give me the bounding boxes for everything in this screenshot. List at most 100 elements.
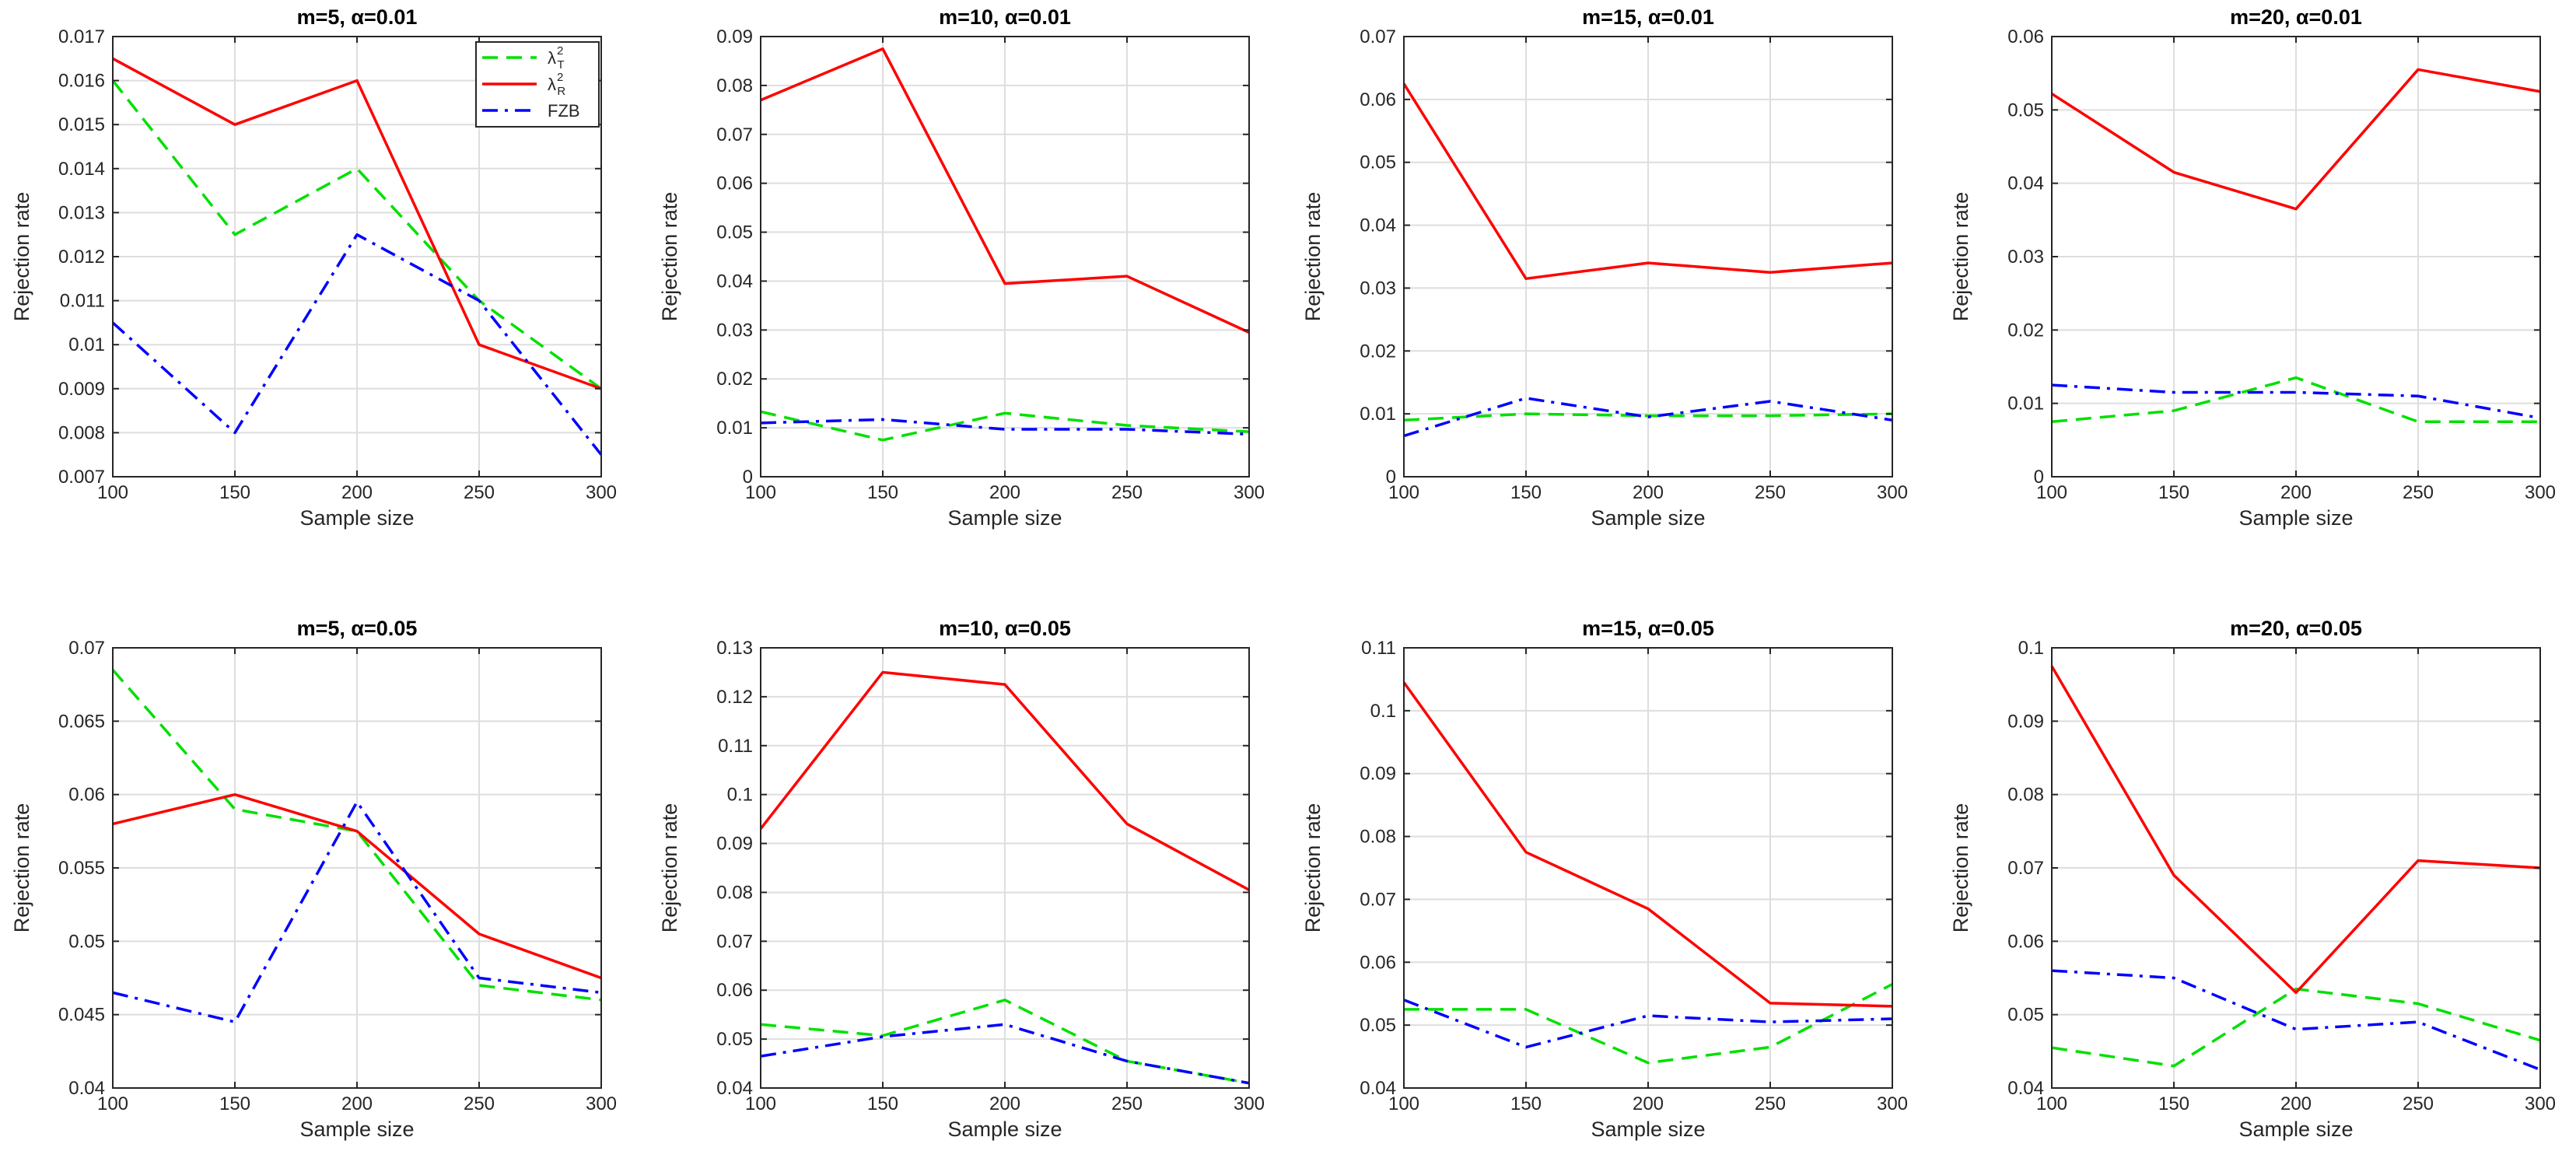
- series-line-FZB: [1403, 397, 1893, 438]
- y-tick-label: 0.03: [716, 320, 753, 341]
- x-tick-label: 300: [1877, 482, 1908, 503]
- legend-label-chi2_R: λ2 R: [548, 71, 565, 98]
- chart-5: 100 150 200 250 300 0.04 0.045 0.05 0.055 0.06 0.0…: [10, 617, 617, 1141]
- x-tick-label: 150: [2158, 1093, 2189, 1114]
- x-axis-label: Sample size: [947, 506, 1062, 530]
- y-tick-label: 0.06: [68, 785, 105, 806]
- legend-superscript: 2: [557, 71, 563, 84]
- x-tick-label: 250: [1755, 482, 1786, 503]
- y-tick-label: 0.013: [58, 202, 105, 223]
- y-tick-label: 0.12: [716, 687, 753, 708]
- x-tick-label: 250: [2403, 1093, 2434, 1114]
- x-tick-label: 150: [867, 1093, 898, 1114]
- x-tick-label: 200: [2280, 482, 2312, 503]
- x-tick-label: 300: [1234, 1093, 1265, 1114]
- x-tick-label: 200: [341, 1093, 373, 1114]
- series-line-chi2_R: [760, 47, 1250, 334]
- y-axis-label: Rejection rate: [10, 803, 33, 933]
- x-axis-label: Sample size: [2238, 1118, 2353, 1141]
- y-tick-label: 0.07: [2007, 858, 2044, 879]
- y-tick-label: 0: [1386, 467, 1396, 488]
- x-tick-label: 300: [1877, 1093, 1908, 1114]
- chart-7: 100 150 200 250 300 0.04 0.05 0.06 0.07 0.08 0.09 0…: [1301, 617, 1908, 1141]
- y-axis-label: Rejection rate: [1301, 803, 1325, 933]
- y-tick-label: 0.08: [2007, 785, 2044, 806]
- series-line-chi2_T: [760, 999, 1250, 1085]
- y-tick-label: 0.065: [58, 711, 105, 732]
- y-axis-label: Rejection rate: [1949, 192, 1972, 322]
- y-tick-label: 0.07: [716, 124, 753, 145]
- y-tick-label: 0.1: [727, 785, 753, 806]
- y-tick-label: 0.04: [716, 1078, 753, 1099]
- series-line-chi2_R: [2050, 665, 2541, 995]
- series-line-chi2_T: [2051, 987, 2541, 1068]
- y-tick-label: 0.012: [58, 247, 105, 268]
- chart-title: m=10, α=0.05: [939, 617, 1071, 640]
- chart-title: m=5, α=0.05: [297, 617, 418, 640]
- x-axis-label: Sample size: [299, 506, 414, 530]
- y-tick-label: 0.04: [68, 1078, 105, 1099]
- x-tick-label: 250: [2403, 482, 2434, 503]
- series-line-chi2_R: [112, 57, 602, 390]
- chart-title: m=5, α=0.01: [297, 5, 418, 29]
- series-line-chi2_R: [1402, 82, 1893, 281]
- chart-1: 100 150 200 250 300 0.007 0.008 0.009 0.01 0.011 0…: [10, 5, 617, 530]
- y-tick-label: 0.009: [58, 379, 105, 400]
- series-line-chi2_T: [760, 410, 1250, 442]
- y-tick-label: 0.016: [58, 71, 105, 92]
- x-tick-label: 200: [2280, 1093, 2312, 1114]
- x-axis-label: Sample size: [2238, 506, 2353, 530]
- y-tick-label: 0.017: [58, 26, 105, 47]
- x-tick-label: 150: [219, 482, 250, 503]
- x-tick-label: 100: [745, 1093, 776, 1114]
- chart-3: 100 150 200 250 300 0 0.01 0.02 0.03 0.04 0.05 0.06…: [1301, 5, 1908, 530]
- y-tick-label: 0.06: [1360, 952, 1396, 973]
- y-tick-label: 0.05: [2007, 100, 2044, 121]
- y-tick-label: 0.06: [1360, 89, 1396, 110]
- chart-6: 100 150 200 250 300 0.04 0.05 0.06 0.07 0.08 0.09 0…: [658, 617, 1265, 1141]
- legend-symbol: λ: [548, 48, 556, 68]
- x-tick-label: 200: [989, 1093, 1020, 1114]
- y-tick-label: 0.03: [1360, 278, 1396, 299]
- legend-symbol: λ: [548, 75, 556, 94]
- y-tick-label: 0.09: [716, 834, 753, 855]
- x-tick-label: 100: [97, 482, 128, 503]
- y-tick-label: 0.015: [58, 114, 105, 135]
- y-tick-label: 0.06: [2007, 931, 2044, 952]
- y-tick-label: 0.045: [58, 1005, 105, 1026]
- y-tick-label: 0.06: [716, 980, 753, 1001]
- y-tick-label: 0.008: [58, 422, 105, 443]
- x-tick-label: 100: [1388, 1093, 1419, 1114]
- x-tick-label: 150: [867, 482, 898, 503]
- x-tick-label: 200: [1633, 482, 1664, 503]
- chart-4: 100 150 200 250 300 0 0.01 0.02 0.03 0.04 0.05 0.06…: [1949, 5, 2556, 530]
- x-axis-label: Sample size: [1591, 1118, 1705, 1141]
- series-line-chi2_R: [1402, 681, 1893, 1008]
- x-tick-label: 300: [2525, 1093, 2556, 1114]
- y-tick-label: 0.011: [60, 291, 105, 312]
- x-tick-label: 300: [586, 482, 617, 503]
- y-tick-label: 0.02: [1360, 341, 1396, 362]
- y-tick-label: 0.01: [68, 334, 105, 355]
- x-tick-label: 300: [1234, 482, 1265, 503]
- y-tick-label: 0.05: [1360, 152, 1396, 173]
- y-tick-label: 0.08: [1360, 827, 1396, 848]
- y-tick-label: 0.06: [716, 173, 753, 194]
- y-axis-label: Rejection rate: [1949, 803, 1972, 933]
- y-tick-label: 0.05: [1360, 1015, 1396, 1036]
- series-line-chi2_R: [2051, 68, 2541, 211]
- chart-8: 100 150 200 250 300 0.04 0.05 0.06 0.07 0.08 0.09 0…: [1949, 617, 2556, 1141]
- legend-symbol: FZB: [548, 101, 580, 121]
- x-tick-label: 150: [219, 1093, 250, 1114]
- legend-label-chi2_T: λ2 T: [548, 44, 565, 72]
- y-axis-label: Rejection rate: [658, 803, 681, 933]
- legend-subscript: R: [557, 85, 565, 98]
- y-axis-label: Rejection rate: [658, 192, 681, 322]
- series-line-chi2_T: [111, 669, 602, 1002]
- y-tick-label: 0.04: [1360, 215, 1396, 236]
- y-axis-label: Rejection rate: [10, 192, 33, 322]
- series-line-chi2_R: [759, 670, 1250, 891]
- y-tick-label: 0.05: [716, 1029, 753, 1050]
- y-tick-label: 0.014: [58, 159, 105, 180]
